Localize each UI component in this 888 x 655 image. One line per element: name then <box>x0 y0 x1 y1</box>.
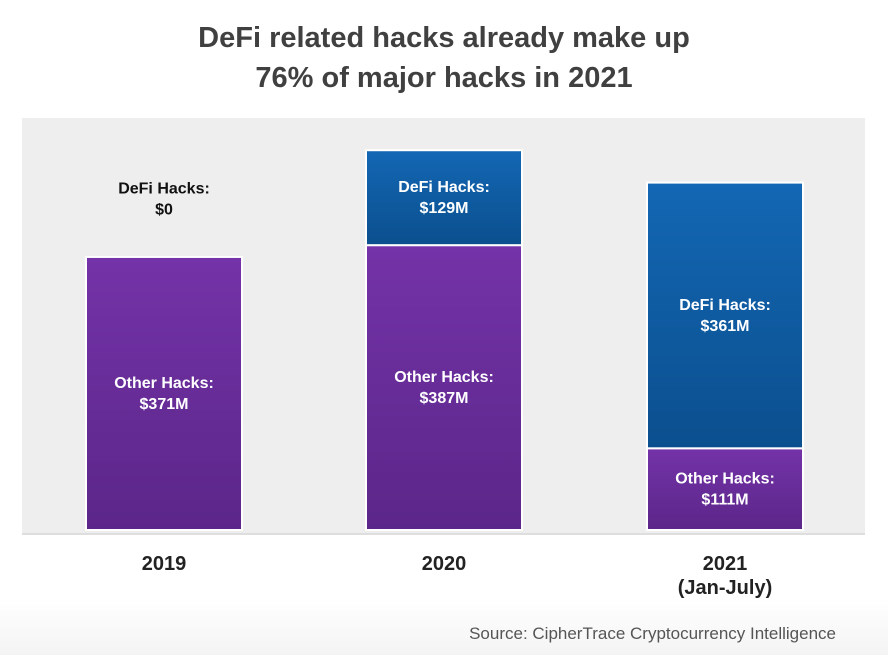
x-tick-label-line: 2020 <box>421 553 467 575</box>
stacked-bar-chart: Other Hacks: $371M DeFi Hacks: $0 Other Hack… <box>22 149 865 535</box>
bar-defi-2 <box>646 181 804 450</box>
data-label-defi-2: DeFi Hacks: $361M <box>679 297 771 335</box>
data-label-other-2: Other Hacks: $111M <box>675 471 775 509</box>
bar-other-2 <box>646 447 804 531</box>
footer-area <box>0 598 888 655</box>
x-tick-label-line: 2019 <box>141 553 187 575</box>
bar-other-0 <box>85 255 243 531</box>
source-note: Source: CipherTrace Cryptocurrency Intel… <box>469 624 836 643</box>
x-tick-label-2: 2021 (Jan-July) <box>625 552 825 600</box>
bar-defi-1 <box>365 149 523 247</box>
data-label-other-1: Other Hacks: $387M <box>394 369 494 407</box>
chart-title-line1: DeFi related hacks already make up <box>198 22 690 54</box>
x-tick-label-line: (Jan-July) <box>677 577 773 599</box>
data-label-other-0: Other Hacks: $371M <box>114 375 214 413</box>
x-tick-label-line: 2021 <box>702 553 748 575</box>
x-tick-label-1: 2020 <box>344 552 544 576</box>
chart-title-line2: 76% of major hacks in 2021 <box>255 62 633 94</box>
x-tick-label-0: 2019 <box>64 552 264 576</box>
data-label-defi-1: DeFi Hacks: $129M <box>398 179 490 217</box>
data-label-defi-0: DeFi Hacks: $0 <box>118 180 210 218</box>
bar-other-1 <box>365 244 523 531</box>
